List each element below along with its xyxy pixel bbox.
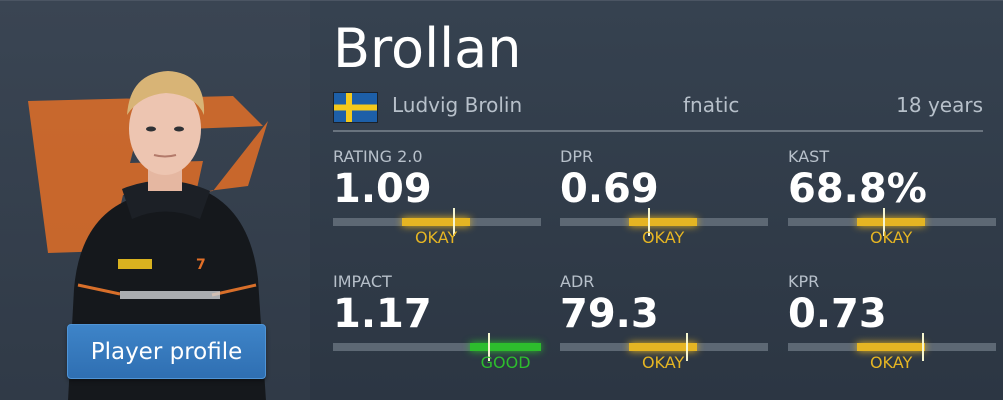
stat-bar-range xyxy=(470,343,541,351)
stat-value: 0.73 xyxy=(788,291,887,337)
stat-label: IMPACT xyxy=(333,272,392,291)
stat-dpr: DPR 0.69 OKAY xyxy=(560,147,768,257)
svg-text:7: 7 xyxy=(196,257,206,273)
stat-label: KPR xyxy=(788,272,820,291)
player-nickname: Brollan xyxy=(333,17,522,80)
stat-value: 0.69 xyxy=(560,166,659,212)
stat-label: DPR xyxy=(560,147,594,166)
stat-bar-marker xyxy=(922,333,925,361)
stat-impact: IMPACT 1.17 GOOD xyxy=(333,272,541,382)
stat-label: RATING 2.0 xyxy=(333,147,423,166)
stat-bar-track xyxy=(333,333,541,361)
stat-verdict: OKAY xyxy=(869,353,913,372)
stat-bar-track xyxy=(333,208,541,236)
stat-verdict: GOOD xyxy=(480,353,531,372)
stat-value: 1.09 xyxy=(333,166,432,212)
stat-bar-range xyxy=(401,218,471,226)
player-age: 18 years xyxy=(896,93,983,117)
stat-bar-range xyxy=(856,218,926,226)
stat-bar-marker xyxy=(648,208,651,236)
sweden-flag-icon xyxy=(333,92,378,123)
stat-bar-range xyxy=(628,343,698,351)
stat-value: 68.8% xyxy=(788,166,927,212)
stat-bar-track xyxy=(560,208,768,236)
stat-label: ADR xyxy=(560,272,595,291)
fnatic-logo-icon xyxy=(28,96,268,253)
player-real-name: Ludvig Brolin xyxy=(392,93,523,117)
header-divider xyxy=(333,130,983,132)
stat-bar-track xyxy=(788,208,996,236)
stat-verdict: OKAY xyxy=(641,353,685,372)
stat-bar-marker xyxy=(488,333,490,361)
stat-adr: ADR 79.3 OKAY xyxy=(560,272,768,382)
player-profile-button[interactable]: Player profile xyxy=(67,324,266,379)
stat-value: 79.3 xyxy=(560,291,659,337)
stat-kpr: KPR 0.73 OKAY xyxy=(788,272,996,382)
stat-kast: KAST 68.8% OKAY xyxy=(788,147,996,257)
stat-verdict: OKAY xyxy=(641,228,685,247)
stat-bar-track xyxy=(788,333,996,361)
player-team-name[interactable]: fnatic xyxy=(683,93,740,117)
stat-verdict: OKAY xyxy=(869,228,913,247)
stat-bar-marker xyxy=(882,208,885,236)
stat-bar-marker xyxy=(685,333,688,361)
stat-label: KAST xyxy=(788,147,830,166)
stat-bar-marker xyxy=(452,208,455,236)
player-info-row: Ludvig Brolin fnatic 18 years xyxy=(333,89,983,125)
stat-bar-range xyxy=(628,218,698,226)
stat-value: 1.17 xyxy=(333,291,432,337)
stat-rating-2-0: RATING 2.0 1.09 OKAY xyxy=(333,147,541,257)
stat-verdict: OKAY xyxy=(414,228,458,247)
stat-bar-track xyxy=(560,333,768,361)
stat-bar-range xyxy=(856,343,926,351)
